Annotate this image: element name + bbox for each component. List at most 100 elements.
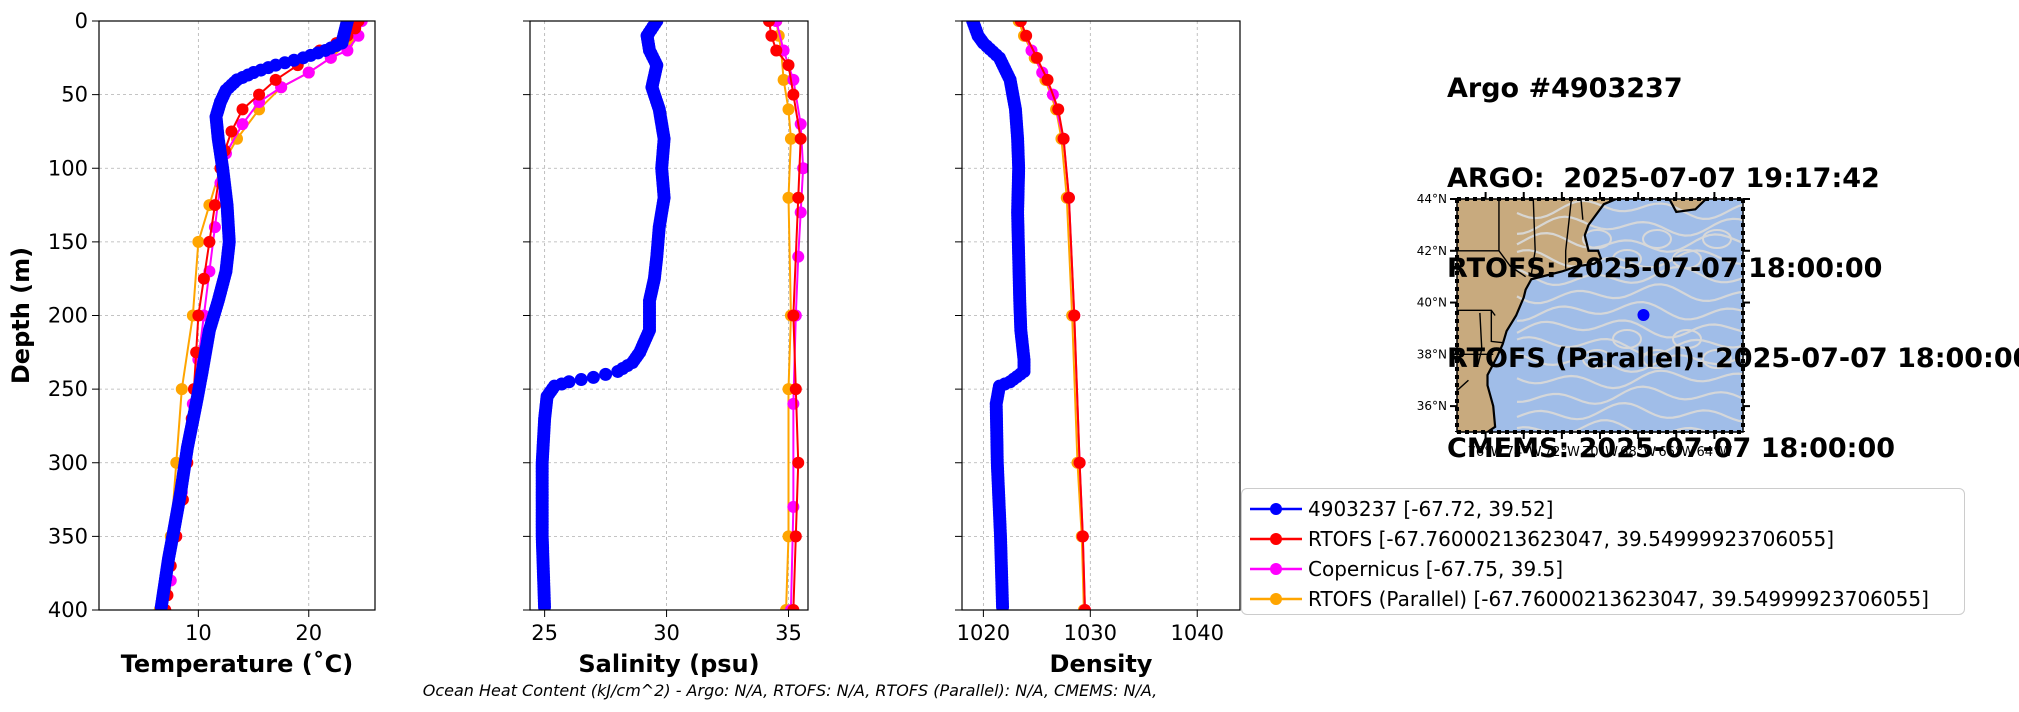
map-streamline xyxy=(1516,319,1743,339)
salinity-point-rtofs-parallel xyxy=(777,73,790,86)
density-xlabel: Density xyxy=(1050,650,1153,678)
map-eddy xyxy=(1702,229,1732,249)
temperature-ytick-label: 0 xyxy=(75,9,88,33)
salinity-point-rtofs xyxy=(787,88,800,101)
temperature-ytick-label: 150 xyxy=(48,230,88,254)
density-xtick-label: 1030 xyxy=(1064,621,1117,645)
density-point-rtofs xyxy=(1052,103,1065,116)
temperature-point-copernicus xyxy=(302,66,315,79)
salinity-point-rtofs xyxy=(792,191,805,204)
temperature-point-copernicus xyxy=(236,118,249,131)
salinity-point-copernicus xyxy=(787,397,800,410)
legend-marker-rtofs xyxy=(1250,533,1302,545)
salinity-xtick-label: 25 xyxy=(531,621,558,645)
temperature-point-rtofs-parallel xyxy=(192,235,205,248)
legend-label-parallel: RTOFS (Parallel) [-67.76000213623047, 39… xyxy=(1308,587,1929,611)
temperature-panel: 0 50 100 150 200 250 300 350 400 10 20 Temperature … xyxy=(7,9,376,678)
salinity-point-copernicus xyxy=(787,73,800,86)
salinity-point-rtofs xyxy=(789,530,802,543)
salinity-point-rtofs xyxy=(765,29,778,42)
map-lon-label: 66°W xyxy=(1658,445,1694,460)
map-eddy xyxy=(1582,229,1612,249)
density-point-rtofs xyxy=(1057,132,1070,145)
temperature-ytick-label: 200 xyxy=(48,304,88,328)
map-eddy xyxy=(1642,229,1672,249)
legend-item-argo: 4903237 [-67.72, 39.52] xyxy=(1242,494,1962,524)
temperature-xtick-label: 20 xyxy=(295,621,322,645)
temperature-point-rtofs xyxy=(236,103,249,116)
legend-marker-copernicus xyxy=(1250,563,1302,575)
legend-label-argo: 4903237 [-67.72, 39.52] xyxy=(1308,497,1554,521)
title-line-4: RTOFS (Parallel): 2025-07-07 18:00:00 xyxy=(1447,343,2019,374)
density-panel: 1020 1030 1040 Density xyxy=(955,20,1241,678)
density-point-rtofs xyxy=(1062,191,1075,204)
temperature-point-rtofs xyxy=(269,73,282,86)
density-point-rtofs xyxy=(1041,73,1054,86)
temperature-point-rtofs-parallel xyxy=(175,383,188,396)
map-streamline xyxy=(1516,283,1743,305)
salinity-point-4903237 xyxy=(538,600,552,610)
figure-title: Argo #4903237 ARGO: 2025-07-07 19:17:42 … xyxy=(1447,14,2019,494)
salinity-point-copernicus xyxy=(794,118,807,131)
temperature-ytick-label: 50 xyxy=(61,83,88,107)
salinity-point-rtofs-parallel xyxy=(784,132,797,145)
legend: 4903237 [-67.72, 39.52] RTOFS [-67.76000… xyxy=(1241,488,1965,615)
map-lat-label: 40°N xyxy=(1417,296,1447,310)
map-eddy xyxy=(1582,349,1612,369)
map-eddy xyxy=(1642,349,1672,369)
salinity-point-4903237 xyxy=(611,364,625,378)
map-streamline xyxy=(1516,401,1743,423)
map-streamline xyxy=(1516,369,1743,390)
temperature-point-rtofs xyxy=(208,199,221,212)
map-lon-label: 74°W xyxy=(1506,445,1542,460)
map-lat-label: 38°N xyxy=(1417,347,1447,361)
salinity-point-4903237 xyxy=(599,367,613,381)
density-point-rtofs xyxy=(1078,604,1091,610)
map-ocean xyxy=(1487,199,1743,432)
salinity-xlabel: Salinity (psu) xyxy=(578,650,759,678)
map-content xyxy=(1457,199,1743,432)
temperature-point-rtofs xyxy=(192,309,205,322)
map-state-border xyxy=(1490,310,1503,344)
temperature-xlabel: Temperature (˚C) xyxy=(121,650,354,678)
salinity-xtick-label: 30 xyxy=(653,621,680,645)
salinity-point-rtofs xyxy=(782,59,795,72)
density-point-4903237 xyxy=(996,600,1010,610)
map-state-border xyxy=(1530,199,1536,275)
salinity-point-4903237 xyxy=(586,370,600,384)
map-lon-label: 72°W xyxy=(1544,445,1580,460)
map-state-border xyxy=(1457,379,1469,392)
title-line-5: CMEMS: 2025-07-07 18:00:00 xyxy=(1447,433,1896,464)
map-state-border xyxy=(1564,199,1573,269)
temperature-ytick-label: 300 xyxy=(48,451,88,475)
salinity-point-rtofs xyxy=(789,383,802,396)
legend-item-rtofs: RTOFS [-67.76000213623047, 39.5499992370… xyxy=(1242,524,1962,554)
legend-label-copernicus: Copernicus [-67.75, 39.5] xyxy=(1308,557,1564,581)
map-streamline xyxy=(1516,385,1743,405)
temperature-point-rtofs xyxy=(225,125,238,138)
map-eddy xyxy=(1612,249,1642,269)
map-lon-label: 76°W xyxy=(1468,445,1504,460)
map-streamline xyxy=(1516,231,1743,253)
temperature-ytick-label: 250 xyxy=(48,377,88,401)
map-streamline xyxy=(1516,265,1743,287)
temperature-ytick-label: 350 xyxy=(48,524,88,548)
temperature-point-rtofs xyxy=(197,272,210,285)
salinity-point-4903237 xyxy=(574,373,588,387)
map-streamline xyxy=(1516,199,1743,221)
salinity-point-rtofs xyxy=(770,44,783,57)
salinity-point-rtofs-parallel xyxy=(782,191,795,204)
legend-label-rtofs: RTOFS [-67.76000213623047, 39.5499992370… xyxy=(1308,527,1835,551)
temperature-point-rtofs xyxy=(253,88,266,101)
map-eddy xyxy=(1612,329,1642,349)
map-coastline xyxy=(1486,199,1743,432)
legend-marker-argo xyxy=(1250,503,1302,515)
map-lat-label: 44°N xyxy=(1417,192,1447,206)
legend-item-copernicus: Copernicus [-67.75, 39.5] xyxy=(1242,554,1962,584)
map-state-border xyxy=(1477,312,1483,365)
map-eddy xyxy=(1672,249,1702,269)
map-argo-marker xyxy=(1637,308,1650,321)
map-eddy xyxy=(1702,349,1732,369)
ocean-heat-content-footer: Ocean Heat Content (kJ/cm^2) - Argo: N/A… xyxy=(422,681,1158,700)
